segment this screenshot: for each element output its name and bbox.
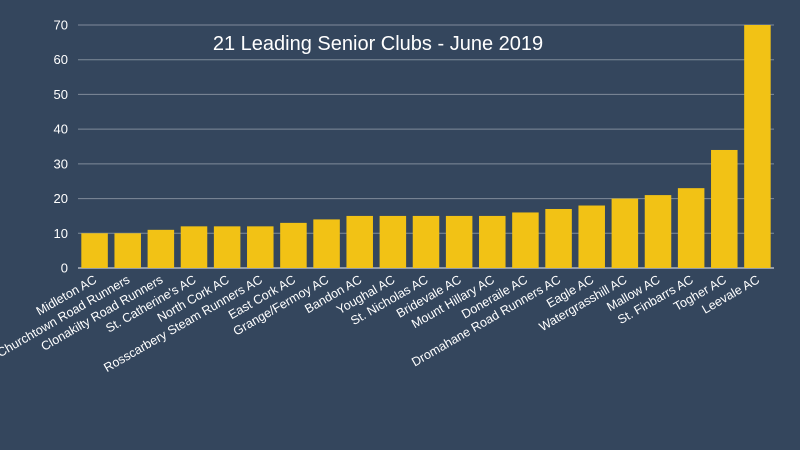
y-tick-label: 70 <box>54 18 68 33</box>
chart-title: 21 Leading Senior Clubs - June 2019 <box>213 33 543 55</box>
bar <box>247 226 274 268</box>
bar <box>644 195 672 268</box>
bar <box>346 215 373 268</box>
bar <box>379 215 407 268</box>
y-tick-label: 20 <box>54 191 68 206</box>
y-tick-label: 50 <box>54 87 68 102</box>
bar <box>114 233 141 268</box>
y-tick-label: 0 <box>61 261 68 276</box>
bars <box>81 25 771 268</box>
bar <box>578 205 605 268</box>
bar <box>81 233 108 268</box>
bar <box>711 149 738 268</box>
bar <box>545 208 572 268</box>
bar <box>445 215 473 268</box>
bar <box>512 212 539 268</box>
y-tick-label: 10 <box>54 226 68 241</box>
bar <box>280 222 307 268</box>
y-tick-label: 40 <box>54 122 68 137</box>
y-axis-ticks: 0 10 20 30 40 50 60 70 <box>54 18 68 276</box>
y-tick-label: 60 <box>54 52 68 67</box>
bar <box>412 215 440 268</box>
y-tick-label: 30 <box>54 156 68 171</box>
bar <box>479 215 506 268</box>
bar <box>147 229 175 268</box>
bar <box>744 25 771 268</box>
bar <box>313 219 340 268</box>
bar <box>180 226 208 268</box>
bar <box>611 198 639 268</box>
bar <box>213 226 241 268</box>
bar <box>677 188 705 268</box>
